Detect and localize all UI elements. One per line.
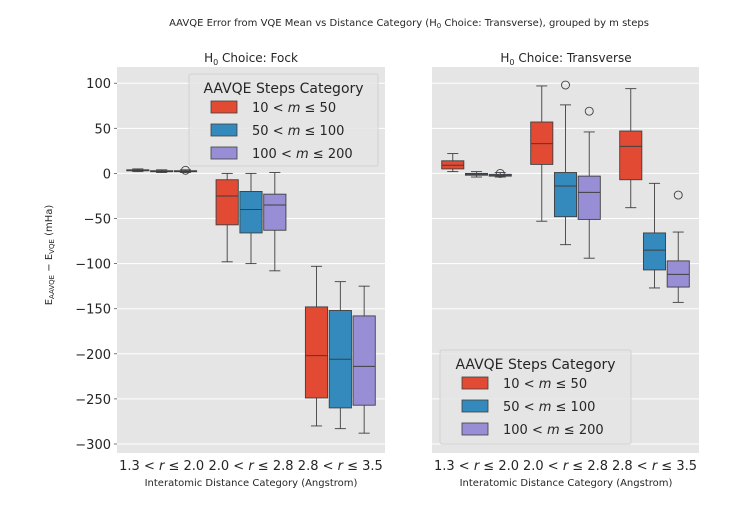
box-iqr [352,315,376,406]
outlier-point [495,168,505,178]
box-2-cat-2 [553,80,578,246]
x-tick-label: 2.8 < r ≤ 3.5 [298,459,383,474]
x-ticks-fock: 1.3 < r ≤ 2.0 2.0 < r ≤ 2.8 2.8 < r ≤ 3.5 [119,459,383,474]
legend-label: 50 < m ≤ 100 [252,124,344,139]
x-axis-label-fock: Interatomic Distance Category (Angstrom) [145,478,358,489]
legend-swatch [461,376,489,390]
y-tick-label: 50 [94,122,111,137]
outlier-point [584,106,594,116]
panel-fock: 100 50 0 −50 −100 −150 −200 −250 −300 1.3 < r ≤ … [75,51,385,489]
panel-title-transverse: H0 Choice: Transverse [500,51,631,67]
legend-frame [439,349,632,445]
legend-label: 10 < m ≤ 50 [252,101,336,116]
figure-suptitle: AAVQE Error from VQE Mean vs Distance Ca… [169,18,649,30]
x-tick-label: 1.3 < r ≤ 2.0 [434,459,519,474]
legend-label: 50 < m ≤ 100 [503,400,595,415]
box-3-cat-2 [577,106,601,259]
panel-title-fock: H0 Choice: Fock [204,51,298,67]
box-iqr [263,193,287,231]
box-2-cat-2 [239,172,263,265]
legend-label: 100 < m ≤ 200 [252,147,353,162]
x-tick-label: 2.0 < r ≤ 2.8 [208,459,293,474]
y-ticks-fock: 100 50 0 −50 −100 −150 −200 −250 −300 [75,77,117,453]
box-3-cat-2 [263,172,287,272]
box-2-cat-1 [464,171,489,178]
box-2-cat-3 [328,281,352,430]
box-1-cat-1 [441,153,465,173]
legend-swatch [210,146,238,160]
y-tick-label: −50 [84,213,111,228]
legend-frame [188,73,379,167]
boxes-transverse [441,80,690,303]
y-tick-label: −250 [75,393,111,408]
outlier-point [561,80,570,90]
legend-swatch [210,123,238,137]
y-tick-label: −100 [75,258,111,273]
legend-swatch [210,100,238,114]
box-2-cat-3 [642,182,667,289]
box-2-cat-1 [150,169,174,173]
y-tick-label: 0 [103,167,111,182]
y-tick-label: −300 [75,438,111,453]
outlier-point [181,165,190,175]
box-1-cat-3 [304,265,329,427]
box-1-cat-2 [530,85,554,222]
x-tick-label: 2.0 < r ≤ 2.8 [523,459,608,474]
box-iqr [215,179,239,226]
box-3-cat-1 [173,165,198,175]
legend-title: AAVQE Steps Category [455,357,615,373]
y-axis-label: EAAVQE − EVQE (mHa) [44,205,56,306]
legend-transverse: AAVQE Steps Category 10 < m ≤ 50 50 < m ≤ … [439,349,632,445]
y-tick-label: −150 [75,303,111,318]
legend-title: AAVQE Steps Category [203,81,363,97]
outlier-point [673,190,683,200]
legend-swatch [461,399,489,413]
y-tick-label: 100 [86,77,111,92]
legend-fock: AAVQE Steps Category 10 < m ≤ 50 50 < m ≤ … [188,73,379,167]
box-iqr [553,172,578,218]
legend-swatch [461,422,489,436]
legend-label: 10 < m ≤ 50 [503,377,587,392]
legend-label: 100 < m ≤ 200 [503,423,604,438]
box-3-cat-3 [666,190,690,303]
box-iqr [304,306,329,399]
box-1-cat-3 [619,88,643,209]
y-tick-label: −200 [75,348,111,363]
box-1-cat-2 [215,172,239,263]
x-ticks-transverse: 1.3 < r ≤ 2.0 2.0 < r ≤ 2.8 2.8 < r ≤ 3.5 [434,459,697,474]
box-iqr [239,191,263,234]
box-iqr [577,175,601,220]
box-3-cat-3 [352,285,376,434]
x-tick-label: 2.8 < r ≤ 3.5 [612,459,697,474]
box-iqr [642,232,667,271]
box-1-cat-1 [126,168,150,173]
boxes-fock [126,165,376,434]
x-tick-label: 1.3 < r ≤ 2.0 [119,459,204,474]
box-iqr [619,130,643,181]
x-axis-label-transverse: Interatomic Distance Category (Angstrom) [460,478,673,489]
panel-transverse: 1.3 < r ≤ 2.0 2.0 < r ≤ 2.8 2.8 < r ≤ 3.5 … [432,51,699,489]
box-3-cat-1 [488,168,512,178]
